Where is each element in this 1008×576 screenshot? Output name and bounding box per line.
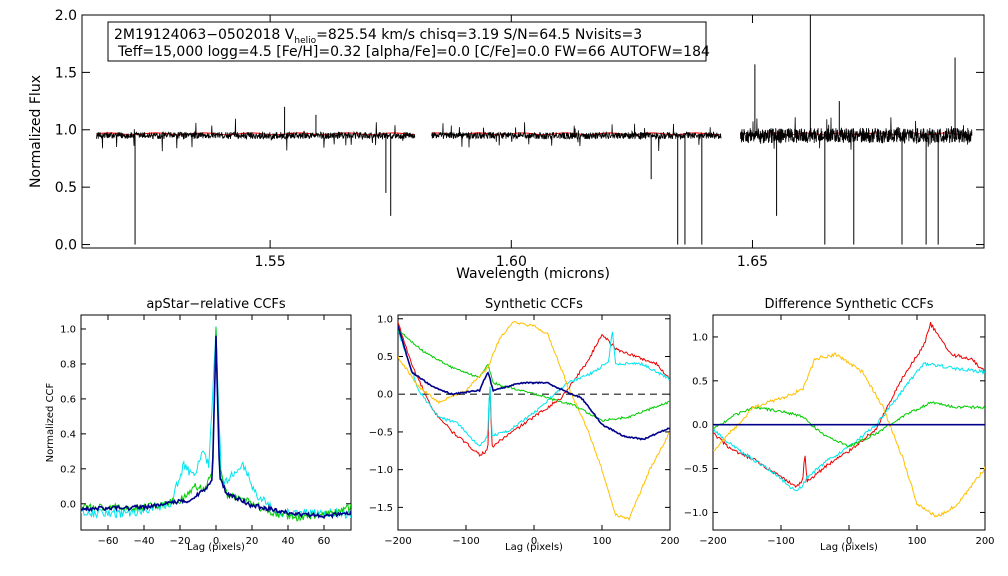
difference-ccf-series-green — [713, 401, 985, 448]
annotation-line-1-prefix: 2M19124063−0502018 V — [114, 27, 295, 43]
difference-ccf-ytick-label: 0.5 — [692, 376, 708, 387]
apstar-ccf-ytick-label: 1.0 — [60, 324, 76, 335]
difference-ccf-xtick-label: 0 — [846, 536, 852, 547]
apstar-ccf-ytick-label: 0.6 — [60, 394, 76, 405]
spectrum-ytick-label: 2.0 — [55, 8, 77, 24]
apstar-ccf-title: apStar−relative CCFs — [146, 297, 286, 312]
synthetic-ccf-xtick-label: 100 — [592, 536, 611, 547]
spectrum-observed-chip-3 — [740, 117, 973, 150]
spectrum-panel: 1.55 1.60 1.65 0.0 0.5 1.0 1.5 2.0 Wavelength (m… — [28, 8, 985, 282]
annotation-line-1: 2M19124063−0502018 Vhelio=825.54 km/s ch… — [114, 27, 642, 46]
annotation-line-2: Teff=15,000 logg=4.5 [Fe/H]=0.32 [alpha/… — [117, 44, 710, 60]
synthetic-ccf-ytick-label: −0.5 — [369, 427, 393, 438]
difference-ccf-series-gold — [713, 352, 985, 518]
apstar-ccf-ylabel: Normalized CCF — [45, 382, 56, 462]
spectrum-xtick-label: 1.60 — [496, 254, 527, 270]
synthetic-ccf-panel: −200 −100 0 100 200 −1.5 −1.0 −0.5 0.0 0.5 1.0 Synt… — [369, 297, 680, 553]
synthetic-ccf-series-red — [398, 322, 670, 457]
apstar-ccf-xtick-label: 40 — [282, 536, 295, 547]
apstar-ccf-ytick-label: 0.8 — [60, 359, 76, 370]
synthetic-ccf-ytick-label: −1.5 — [369, 503, 393, 514]
synthetic-ccf-frame — [397, 314, 671, 531]
spectrum-ytick-label: 1.0 — [55, 123, 77, 139]
apstar-ccf-xtick-label: 60 — [318, 536, 331, 547]
difference-ccf-frame — [712, 314, 986, 531]
spectrum-frame — [81, 14, 985, 249]
annotation-box — [107, 21, 707, 62]
difference-ccf-series-cyan — [713, 361, 985, 492]
synthetic-ccf-series-cyan — [398, 329, 670, 447]
spectrum-ylabel: Normalized Flux — [28, 75, 44, 188]
difference-ccf-ytick-label: −1.0 — [684, 508, 708, 519]
spectrum-xlabel: Wavelength (microns) — [456, 266, 610, 282]
synthetic-ccf-xtick-label: −100 — [452, 536, 479, 547]
apstar-ccf-series-navy — [81, 335, 351, 520]
difference-ccf-ytick-label: 0.0 — [692, 420, 708, 431]
synthetic-ccf-xtick-label: 0 — [531, 536, 537, 547]
synthetic-ccf-ytick-label: 0.5 — [377, 352, 393, 363]
apstar-ccf-xtick-label: 20 — [246, 536, 259, 547]
apstar-ccf-xtick-label: −40 — [133, 536, 154, 547]
synthetic-ccf-xtick-label: −200 — [384, 536, 411, 547]
difference-ccf-ytick-label: 1.0 — [692, 332, 708, 343]
spectrum-ytick-label: 1.5 — [55, 65, 77, 81]
apstar-ccf-series-cyan — [81, 326, 351, 520]
difference-ccf-xtick-label: −200 — [699, 536, 726, 547]
spectrum-xtick-label: 1.55 — [255, 254, 286, 270]
spectrum-xtick-label: 1.65 — [737, 254, 768, 270]
synthetic-ccf-xtick-label: 200 — [660, 536, 679, 547]
difference-ccf-title: Difference Synthetic CCFs — [764, 297, 933, 312]
apstar-ccf-panel: −60 −40 −20 0 20 40 60 0.0 0.2 0.4 0.6 0.8 1.0 apStar… — [45, 297, 352, 553]
apstar-ccf-xtick-label: −20 — [169, 536, 190, 547]
spectrum-ytick-label: 0.0 — [55, 237, 77, 253]
difference-ccf-xtick-label: 200 — [975, 536, 994, 547]
apstar-ccf-ytick-label: 0.0 — [60, 499, 76, 510]
synthetic-ccf-series-navy — [398, 325, 670, 441]
apstar-ccf-xtick-label: −60 — [97, 536, 118, 547]
spectrum-ytick-label: 0.5 — [55, 180, 77, 196]
synthetic-ccf-xlabel: Lag (pixels) — [505, 542, 563, 553]
synthetic-ccf-series-gold — [398, 321, 670, 522]
spectrum-observed-chip-2 — [431, 122, 722, 152]
synthetic-ccf-series-green — [398, 329, 670, 423]
spectrum-observed-chip-1 — [96, 118, 416, 152]
difference-ccf-series-red — [713, 321, 985, 488]
apstar-ccf-xlabel: Lag (pixels) — [187, 542, 245, 553]
apstar-ccf-ytick-label: 0.4 — [60, 429, 76, 440]
apstar-ccf-xtick-label: 0 — [213, 536, 219, 547]
synthetic-ccf-ytick-label: −1.0 — [369, 465, 393, 476]
apstar-ccf-ytick-label: 0.2 — [60, 464, 76, 475]
annotation-line-1-subscript: helio — [294, 36, 316, 46]
difference-ccf-xtick-label: −100 — [767, 536, 794, 547]
difference-ccf-xtick-label: 100 — [907, 536, 926, 547]
difference-ccf-panel: −200 −100 0 100 200 −1.0 −0.5 0.0 0.5 1.0 Differen… — [684, 297, 995, 553]
difference-ccf-xlabel: Lag (pixels) — [820, 542, 878, 553]
synthetic-ccf-title: Synthetic CCFs — [485, 297, 583, 312]
synthetic-ccf-ytick-label: 1.0 — [377, 314, 393, 325]
annotation-line-1-suffix: =825.54 km/s chisq=3.19 S/N=64.5 Nvisits… — [316, 27, 642, 43]
difference-ccf-ytick-label: −0.5 — [684, 464, 708, 475]
synthetic-ccf-ytick-label: 0.0 — [377, 390, 393, 401]
